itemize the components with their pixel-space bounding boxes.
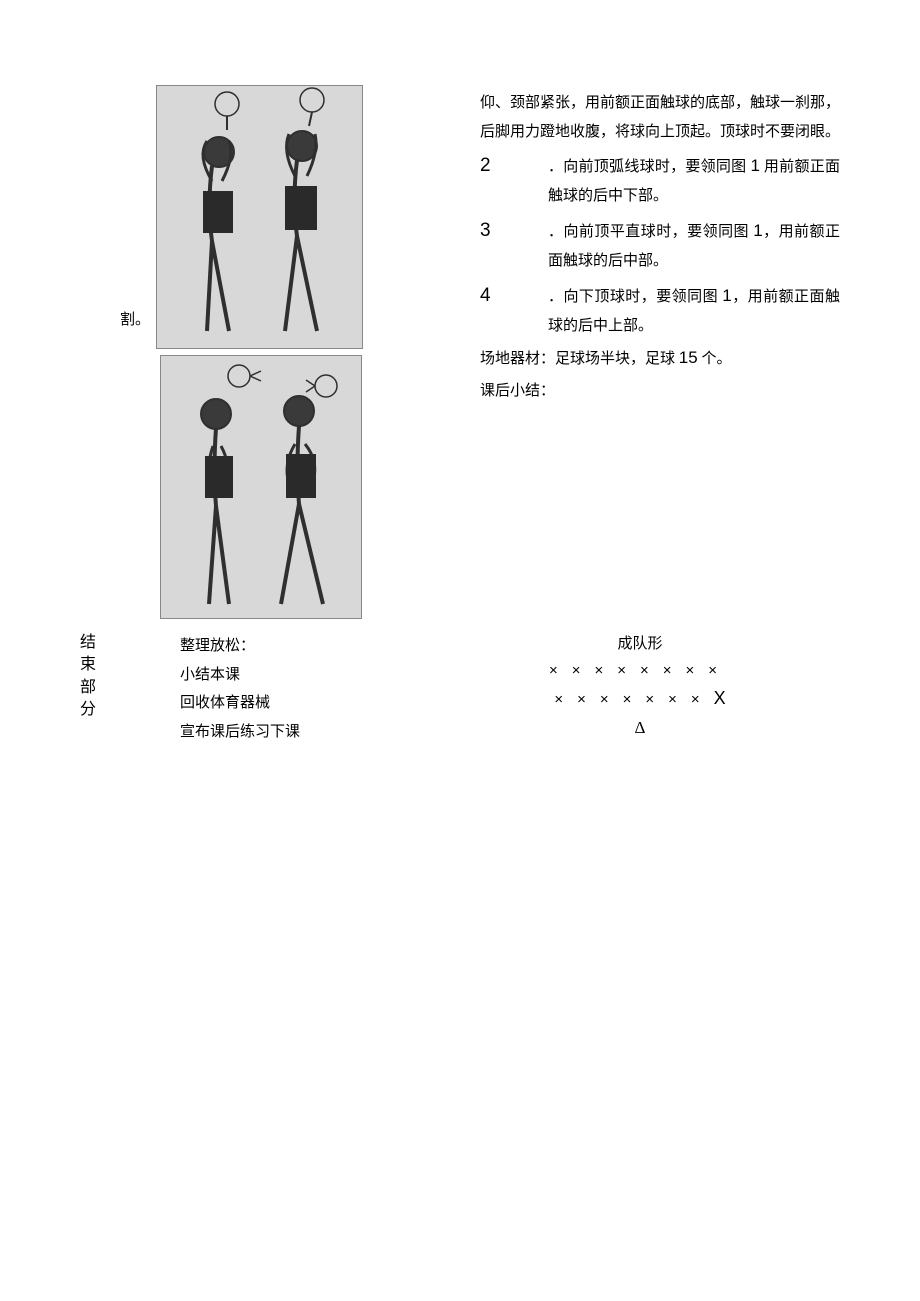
equipment-line: 场地器材：足球场半块，足球 15 个。 <box>480 342 840 374</box>
technique-paragraph-1: 仰、颈部紧张，用前额正面触球的底部，触球一刹那，后脚用力蹬地收腹，将球向上顶起。… <box>480 89 840 146</box>
ending-line-3: 回收体育器械 <box>180 689 440 718</box>
heading-technique-illustration-top <box>156 85 363 349</box>
item-number-4: 4 <box>480 278 548 314</box>
item-text-2: ．向前顶弧线球时，要领同图 1 用前额正面触球的后中下部。 <box>548 150 840 211</box>
ending-list: 整理放松： 小结本课 回收体育器械 宣布课后练习下课 <box>180 632 440 746</box>
bottom-image-row <box>120 355 460 624</box>
item-text-3: ．向前顶平直球时，要领同图 1，用前额正面触球的后中部。 <box>548 215 840 276</box>
ending-block: 整理放松： 小结本课 回收体育器械 宣布课后练习下课 成队形 ×××××××× … <box>180 632 840 746</box>
technique-item-2: 2 ．向前顶弧线球时，要领同图 1 用前额正面触球的后中下部。 <box>480 148 840 211</box>
formation-triangle: Δ <box>440 714 840 743</box>
ending-line-2: 小结本课 <box>180 661 440 690</box>
technique-item-3: 3 ．向前顶平直球时，要领同图 1，用前额正面触球的后中部。 <box>480 213 840 276</box>
formation-big-x: X <box>714 688 726 708</box>
heading-technique-illustration-bottom <box>160 355 362 619</box>
left-column: 割。 <box>120 85 460 624</box>
formation-diagram: 成队形 ×××××××× ×××××××X Δ <box>440 632 840 746</box>
formation-row-2-prefix: ××××××× <box>554 691 713 708</box>
equipment-text: 足球场半块，足球 15 个。 <box>555 351 731 367</box>
item-number-2: 2 <box>480 148 548 184</box>
ending-line-1: 整理放松： <box>180 632 440 661</box>
main-content: 割。 <box>120 85 840 624</box>
summary-label: 课后小结： <box>480 382 555 399</box>
item-number-3: 3 <box>480 213 548 249</box>
summary-line: 课后小结： <box>480 377 840 406</box>
equipment-label: 场地器材： <box>480 350 555 367</box>
top-image-row: 割。 <box>120 85 460 349</box>
item-text-4: ．向下顶球时，要领同图 1，用前额正面触球的后中上部。 <box>548 280 840 341</box>
technique-item-4: 4 ．向下顶球时，要领同图 1，用前额正面触球的后中上部。 <box>480 278 840 341</box>
ending-section-label: 结束部分 <box>80 632 98 722</box>
ending-line-4: 宣布课后练习下课 <box>180 718 440 747</box>
formation-title: 成队形 <box>440 632 840 658</box>
fragment-text: 割。 <box>120 308 150 349</box>
formation-row-1: ×××××××× <box>440 658 840 684</box>
formation-row-2: ×××××××X <box>440 683 840 714</box>
right-column: 仰、颈部紧张，用前额正面触球的底部，触球一刹那，后脚用力蹬地收腹，将球向上顶起。… <box>480 85 840 624</box>
